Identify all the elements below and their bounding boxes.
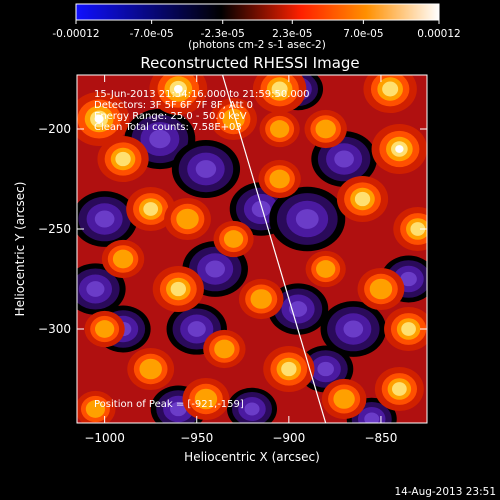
heatmap-dark-core — [187, 321, 206, 337]
x-tick-label: −1000 — [84, 431, 125, 445]
annotation-line: Detectors: 3F 5F 6F 7F 8F, Att 0 — [94, 100, 253, 111]
heatmap-bright-spot — [410, 222, 426, 236]
colorbar-tick-label: 2.3e-05 — [272, 28, 312, 40]
colorbar-tick-label: -2.3e-05 — [201, 28, 245, 40]
heatmap-dark-core — [149, 129, 171, 149]
heatmap-dark-core — [400, 271, 417, 287]
heatmap-bright-spot — [176, 208, 199, 230]
heatmap-bright-spot — [269, 169, 290, 189]
colorbar: -0.00012 -7.0e-05 -2.3e-05 2.3e-05 7.0e-05 0.… — [52, 3, 461, 51]
annotation-line: Energy Range: 25.0 - 50.0 keV — [94, 111, 247, 122]
heatmap-dark-core — [364, 412, 380, 423]
heatmap-bright-spot — [382, 81, 399, 97]
heatmap-bright-spot — [315, 119, 336, 139]
heatmap-bright-spot — [170, 281, 186, 297]
colorbar-unit-label: (photons cm-2 s-1 asec-2) — [188, 39, 326, 51]
colorbar-ticks: -0.00012 -7.0e-05 -2.3e-05 2.3e-05 7.0e-05 0.… — [52, 20, 461, 40]
heatmap-bright-spot — [85, 400, 106, 418]
heatmap-dark-core — [343, 320, 364, 338]
heatmap-bright-spot — [392, 382, 407, 396]
heatmap-dark-core — [334, 150, 354, 168]
colorbar-tick-label: -0.00012 — [52, 28, 99, 40]
heatmap-bright-spot — [115, 151, 131, 167]
heatmap-dark-core — [195, 160, 217, 178]
heatmap-dark-core — [295, 209, 319, 229]
heatmap-bright-spot — [194, 388, 218, 410]
heatmap-bright-spot — [395, 145, 404, 153]
annotation-block: 15-Jun-2013 21:54:16.000 to 21:59:50.000… — [94, 89, 310, 133]
x-axis-ticks: −1000 −950 −900 −850 — [84, 75, 397, 445]
heatmap-bright-spot — [271, 81, 288, 97]
colorbar-gradient — [75, 3, 440, 21]
colorbar-tick-label: 7.0e-05 — [343, 28, 383, 40]
heatmap-bright-spot — [173, 84, 183, 94]
peak-position-label: Position of Peak = [-921,-159] — [94, 399, 244, 410]
chart-title: Reconstructed RHESSI Image — [140, 54, 359, 72]
x-tick-label: −950 — [180, 431, 213, 445]
heatmap-dark-core — [170, 401, 187, 417]
heatmap-layer — [77, 75, 427, 423]
heatmap-bright-spot — [139, 358, 162, 380]
annotation-line: Clean Total counts: 7.58E+03 — [94, 122, 242, 133]
x-tick-label: −900 — [272, 431, 305, 445]
heatmap-bright-spot — [223, 230, 244, 248]
y-tick-label: −250 — [38, 222, 71, 236]
heatmap-bright-spot — [333, 389, 355, 409]
colorbar-tick-label: -7.0e-05 — [130, 28, 174, 40]
heatmap-bright-spot — [269, 120, 290, 138]
heatmap-bright-spot — [401, 322, 416, 336]
solar-limb-line — [221, 75, 327, 423]
heatmap-bright-spot — [250, 289, 272, 309]
heatmap-dark-core — [317, 361, 334, 377]
heatmap-bright-spot — [222, 108, 245, 130]
heatmap-bright-spot — [94, 114, 104, 124]
y-tick-label: −200 — [38, 122, 71, 136]
annotation-line: 15-Jun-2013 21:54:16.000 to 21:59:50.000 — [94, 89, 310, 100]
heatmap-bright-spot — [214, 339, 235, 359]
heatmap-bright-spot — [316, 260, 336, 278]
x-axis-label: Heliocentric X (arcsec) — [184, 450, 320, 464]
y-tick-label: −300 — [38, 322, 71, 336]
heatmap-dark-core — [244, 402, 260, 416]
plot-area: −1000 −950 −900 −850 −200 −250 −300 — [38, 74, 428, 445]
x-tick-label: −850 — [364, 431, 397, 445]
y-axis-label: Heliocentric Y (arcsec) — [13, 182, 27, 317]
footer-date: 14-Aug-2013 23:51 — [394, 486, 496, 498]
heatmap-bright-spot — [94, 320, 115, 338]
plot-frame — [76, 74, 428, 424]
heatmap-bright-spot — [281, 361, 297, 377]
heatmap-dark-core — [205, 260, 225, 278]
colorbar-tick-label: 0.00012 — [417, 28, 460, 40]
y-axis-ticks: −200 −250 −300 — [38, 122, 427, 336]
heatmap-bright-spot — [369, 278, 393, 300]
heatmap-bright-spot — [143, 202, 159, 216]
heatmap-bright-spot — [354, 191, 371, 207]
heatmap-dark-core — [94, 210, 115, 228]
heatmap-bright-spot — [112, 249, 134, 269]
heatmap-dark-core — [251, 200, 271, 218]
heatmap-dark-core — [86, 281, 105, 297]
